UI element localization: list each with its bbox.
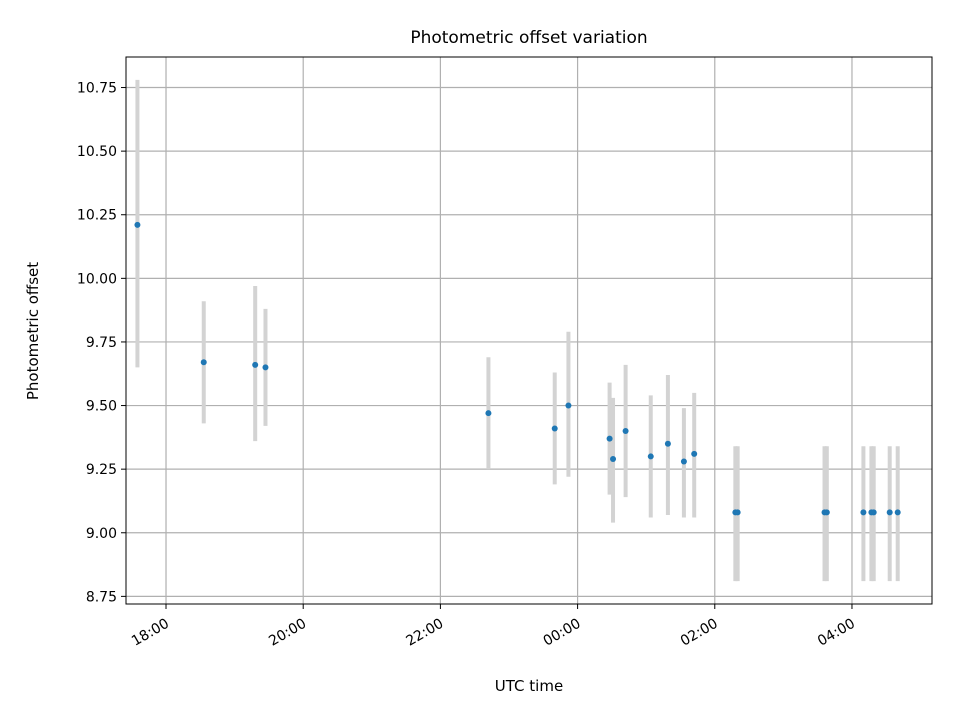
data-point — [200, 359, 207, 366]
y-axis-label: Photometric offset — [24, 262, 42, 400]
data-point — [622, 427, 629, 434]
y-tick-label: 8.75 — [86, 589, 117, 605]
data-points — [134, 221, 901, 516]
data-point — [691, 450, 698, 457]
chart-title: Photometric offset variation — [410, 28, 647, 48]
data-point — [894, 509, 901, 516]
data-point — [610, 455, 617, 462]
data-point — [664, 440, 671, 447]
y-tick-label: 9.25 — [86, 462, 117, 478]
y-tick-label: 10.00 — [77, 271, 117, 287]
data-point — [823, 509, 830, 516]
data-point — [485, 410, 492, 417]
y-tick-label: 9.75 — [86, 335, 117, 351]
grid-lines — [126, 57, 932, 604]
data-point — [252, 361, 259, 368]
x-axis-label: UTC time — [495, 677, 563, 695]
plot-frame — [125, 56, 933, 605]
data-point — [870, 509, 877, 516]
y-tick-label: 9.00 — [86, 526, 117, 542]
y-tick-label: 10.25 — [77, 208, 117, 224]
data-point — [565, 402, 572, 409]
data-point — [680, 458, 687, 465]
data-point — [606, 435, 613, 442]
data-point — [551, 425, 558, 432]
y-tick-label: 9.50 — [86, 399, 117, 415]
data-point — [262, 364, 269, 371]
data-point — [134, 221, 141, 228]
data-point — [860, 509, 867, 516]
y-tick-label: 10.75 — [77, 81, 117, 97]
y-tick-label: 10.50 — [77, 144, 117, 160]
data-point — [647, 453, 654, 460]
data-point — [886, 509, 893, 516]
data-point — [734, 509, 741, 516]
